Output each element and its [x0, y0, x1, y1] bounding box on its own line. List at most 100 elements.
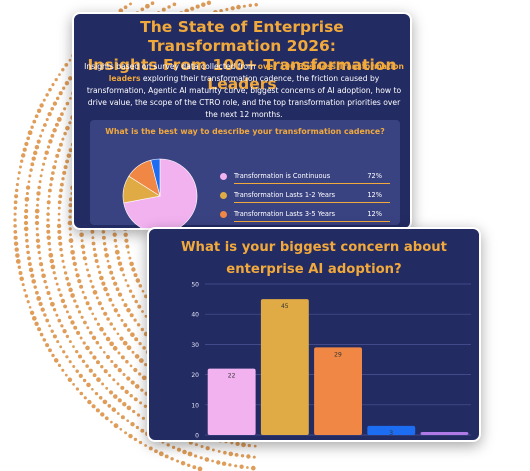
cadence-pie-panel: What is the best way to describe your tr… — [90, 120, 400, 228]
decor-dot — [43, 123, 47, 127]
decor-dot — [240, 454, 245, 458]
decor-dot — [36, 108, 42, 113]
decor-dot — [47, 188, 52, 193]
decor-dot — [74, 268, 78, 272]
decor-dot — [42, 162, 46, 166]
decor-dot — [137, 304, 142, 309]
decor-dot — [23, 226, 29, 232]
decor-dot — [117, 313, 121, 318]
decor-dot — [41, 128, 45, 132]
decor-dot — [83, 396, 87, 400]
bar-value-label: 1 — [442, 436, 446, 442]
decor-dot — [192, 465, 197, 470]
decor-dot — [86, 382, 91, 388]
legend-item: Transformation is Continuous 72% — [220, 170, 390, 184]
decor-dot — [45, 318, 50, 323]
decor-dot — [80, 244, 85, 249]
decor-dot — [225, 7, 229, 11]
decor-dot — [219, 8, 223, 13]
decor-dot — [91, 241, 96, 246]
decor-dot — [75, 369, 79, 373]
decor-dot — [68, 203, 73, 208]
legend-divider — [234, 221, 390, 222]
decor-dot — [83, 296, 87, 300]
decor-dot — [61, 259, 65, 263]
decor-dot — [59, 247, 63, 252]
decor-dot — [132, 409, 136, 414]
decor-dot — [122, 402, 127, 407]
report-title: The State of Enterprise Transformation 2… — [74, 18, 410, 94]
decor-dot — [135, 425, 140, 430]
decor-dot — [140, 388, 144, 392]
decor-dot — [68, 148, 73, 153]
decor-dot — [113, 238, 117, 243]
decor-dot — [144, 444, 147, 447]
decor-dot — [50, 264, 56, 270]
decor-dot — [68, 360, 72, 364]
decor-dot — [14, 247, 19, 252]
decor-dot — [25, 185, 31, 190]
decor-dot — [68, 227, 72, 231]
decor-dot — [126, 307, 131, 313]
decor-dot — [43, 313, 47, 317]
decor-dot — [35, 290, 39, 295]
decor-dot — [36, 203, 39, 207]
decor-dot — [254, 3, 258, 7]
decor-dot — [176, 447, 182, 452]
decor-dot — [50, 301, 55, 307]
decor-dot — [38, 256, 42, 260]
bar-chart-title: What is your biggest concern about enter… — [181, 240, 447, 277]
decor-dot — [77, 279, 82, 284]
decor-dot — [88, 368, 93, 373]
decor-dot — [67, 377, 73, 383]
decor-dot — [124, 279, 128, 282]
decor-dot — [97, 301, 102, 306]
decor-dot — [20, 153, 26, 158]
decor-dot — [47, 195, 51, 198]
decor-dot — [140, 428, 145, 433]
decor-dot — [28, 174, 32, 178]
decor-dot — [34, 114, 39, 119]
decor-dot — [82, 378, 87, 383]
decor-dot — [180, 460, 186, 466]
decor-dot — [40, 168, 44, 172]
intro-text-start: Insights based on survey data collected … — [84, 62, 258, 71]
decor-dot — [134, 299, 138, 304]
decor-dot — [133, 437, 138, 442]
decor-dot — [228, 451, 234, 457]
decor-dot — [73, 299, 77, 303]
decor-dot — [13, 206, 18, 210]
decor-dot — [62, 265, 66, 269]
decor-dot — [109, 270, 114, 275]
decor-dot — [69, 233, 72, 237]
decor-dot — [143, 404, 148, 408]
decor-dot — [46, 200, 51, 205]
decor-dot — [24, 209, 29, 214]
decor-dot — [79, 232, 84, 238]
decor-dot — [125, 244, 130, 249]
decor-dot — [134, 384, 140, 389]
decor-dot — [92, 247, 97, 252]
decor-dot — [52, 271, 56, 275]
decor-dot — [142, 346, 146, 350]
decor-dot — [118, 8, 124, 13]
decor-dot — [66, 153, 72, 158]
decor-dot — [33, 285, 37, 289]
decor-dot — [133, 397, 138, 402]
decor-dot — [81, 250, 86, 255]
decor-dot — [51, 83, 55, 87]
decor-dot — [176, 459, 180, 463]
decor-dot — [64, 373, 68, 377]
decor-dot — [44, 150, 49, 155]
pie-chart-title: What is the best way to describe your tr… — [105, 127, 385, 136]
decor-dot — [60, 298, 66, 304]
decor-dot — [119, 427, 123, 431]
decor-dot — [72, 365, 76, 368]
decor-dot — [36, 197, 40, 201]
decor-dot — [64, 81, 70, 86]
decor-dot — [19, 276, 24, 282]
decor-dot — [66, 282, 71, 287]
decor-dot — [15, 253, 20, 258]
decor-dot — [101, 235, 106, 240]
pie-slice — [123, 158, 198, 228]
